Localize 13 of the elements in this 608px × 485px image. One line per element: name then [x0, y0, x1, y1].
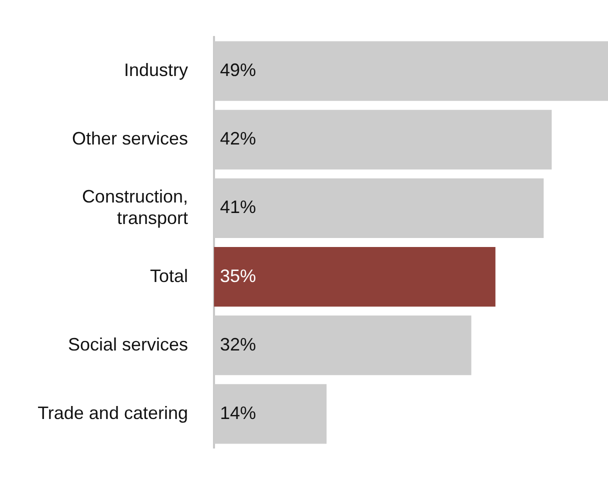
data-label: 42%: [220, 128, 256, 149]
bar: [214, 246, 496, 307]
data-label: 49%: [220, 60, 256, 80]
y-tick-label: Other services: [72, 128, 188, 149]
y-tick-label: Construction, transport: [82, 186, 188, 228]
y-tick-label: Trade and catering: [38, 402, 188, 423]
data-label: 41%: [220, 197, 256, 218]
y-tick-label: Total: [150, 266, 188, 286]
y-tick-label: Social services: [68, 334, 188, 354]
data-label: 14%: [220, 402, 256, 423]
data-label: 35%: [220, 266, 256, 286]
y-tick-label: Industry: [124, 60, 188, 80]
data-label: 32%: [220, 334, 256, 354]
